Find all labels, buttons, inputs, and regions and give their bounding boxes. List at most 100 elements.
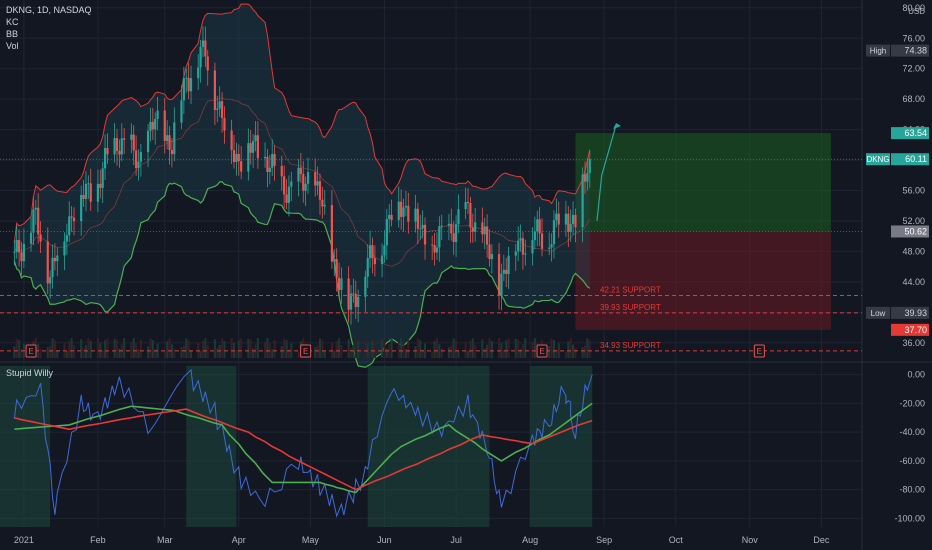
volume-bar (419, 340, 422, 358)
indicator-bb[interactable]: BB (6, 29, 19, 39)
candle-body (505, 269, 508, 275)
volume-bar (369, 349, 372, 358)
osc-series-line (14, 402, 593, 494)
candle-body (407, 205, 410, 222)
candle-body (18, 240, 21, 253)
x-tick-label: 2021 (14, 535, 34, 545)
candle-body (87, 183, 90, 185)
volume-bar (221, 338, 224, 358)
candle-body (182, 78, 185, 101)
candle-body (474, 222, 477, 232)
volume-bar (266, 338, 269, 358)
candle-body (421, 224, 424, 229)
candle-body (120, 138, 123, 155)
volume-bar (498, 338, 501, 358)
indicator-kc[interactable]: KC (6, 17, 19, 27)
candle-body (156, 110, 159, 119)
candle-body (486, 226, 489, 245)
candle-body (423, 224, 427, 245)
volume-bar (154, 349, 157, 358)
volume-bar (68, 340, 71, 358)
candle-body (419, 228, 422, 230)
candle-body (552, 220, 556, 245)
osc-series-line (14, 408, 593, 491)
candle-body (204, 40, 207, 57)
candle-body (256, 135, 259, 159)
osc-bull-region (367, 366, 490, 527)
volume-bar (139, 339, 142, 358)
candle-body (557, 213, 560, 225)
volume-bar (216, 347, 219, 358)
volume-bar (137, 349, 140, 358)
candle-body (588, 159, 591, 173)
volume-bar (340, 344, 343, 358)
candle-body (369, 245, 372, 259)
volume-bar (318, 338, 321, 358)
volume-bar (438, 344, 441, 358)
x-tick-label: Jun (377, 535, 392, 545)
symbol-title[interactable]: DKNG, 1D, NASDAQ (6, 5, 92, 15)
candle-body (65, 235, 68, 242)
volume-bar (455, 340, 458, 358)
candle-body (139, 151, 142, 162)
candle-body (533, 231, 536, 241)
volume-bar (435, 338, 438, 358)
currency-label: USD (908, 7, 925, 16)
volume-bar (364, 338, 367, 358)
candle-body (330, 204, 334, 262)
volume-bar (335, 340, 338, 358)
earnings-label: E (28, 347, 33, 356)
candle-body (180, 100, 183, 123)
bollinger-band-fill (14, 4, 590, 368)
candle-body (414, 208, 417, 222)
candle-body (514, 251, 517, 256)
candle-body (321, 199, 324, 207)
candle-body (287, 186, 291, 203)
candle-body (519, 238, 522, 241)
volume-bar (586, 338, 589, 358)
candle-body (168, 135, 171, 150)
volume-bar (486, 344, 489, 358)
volume-bar (106, 338, 109, 358)
volume-bar (51, 338, 54, 358)
candle-body (206, 56, 209, 71)
osc-y-tick: -20.00 (899, 398, 925, 408)
projection-arrow (596, 124, 617, 222)
volume-bar (49, 345, 52, 358)
oscillator-title[interactable]: Stupid Willy (6, 368, 54, 378)
candle-body (521, 238, 525, 255)
earnings-marker (300, 344, 312, 358)
volume-bar (70, 338, 73, 358)
volume-bar (63, 342, 66, 358)
volume-bar (581, 347, 584, 358)
volume-bar (424, 343, 427, 358)
candle-body (146, 130, 150, 152)
x-tick-label: Sep (596, 535, 612, 545)
y-tick-label: 80.00 (902, 3, 925, 13)
volume-bar (517, 339, 520, 358)
y-tick-label: 48.00 (902, 246, 925, 256)
volume-bar (182, 345, 185, 358)
volume-bar (500, 343, 503, 358)
osc-y-tick: 0.00 (907, 370, 925, 380)
candle-body (347, 278, 350, 310)
volume-bar (132, 338, 135, 358)
candle-body (548, 247, 551, 249)
candle-body (531, 240, 534, 254)
volume-bar (524, 338, 527, 358)
candle-body (314, 172, 317, 186)
indicator-vol[interactable]: Vol (6, 41, 19, 51)
volume-bar (481, 339, 484, 358)
candle-body (37, 207, 40, 235)
candle-body (84, 183, 88, 199)
volume-bar (588, 340, 591, 358)
osc-bull-region (0, 366, 51, 527)
volume-bar (173, 348, 176, 358)
volume-bar (469, 340, 472, 358)
volume-bar (87, 338, 90, 358)
candle-body (323, 204, 326, 207)
candle-body (39, 234, 42, 242)
candle-body (507, 255, 510, 275)
volume-bar (168, 338, 171, 358)
volume-bar (333, 350, 336, 358)
